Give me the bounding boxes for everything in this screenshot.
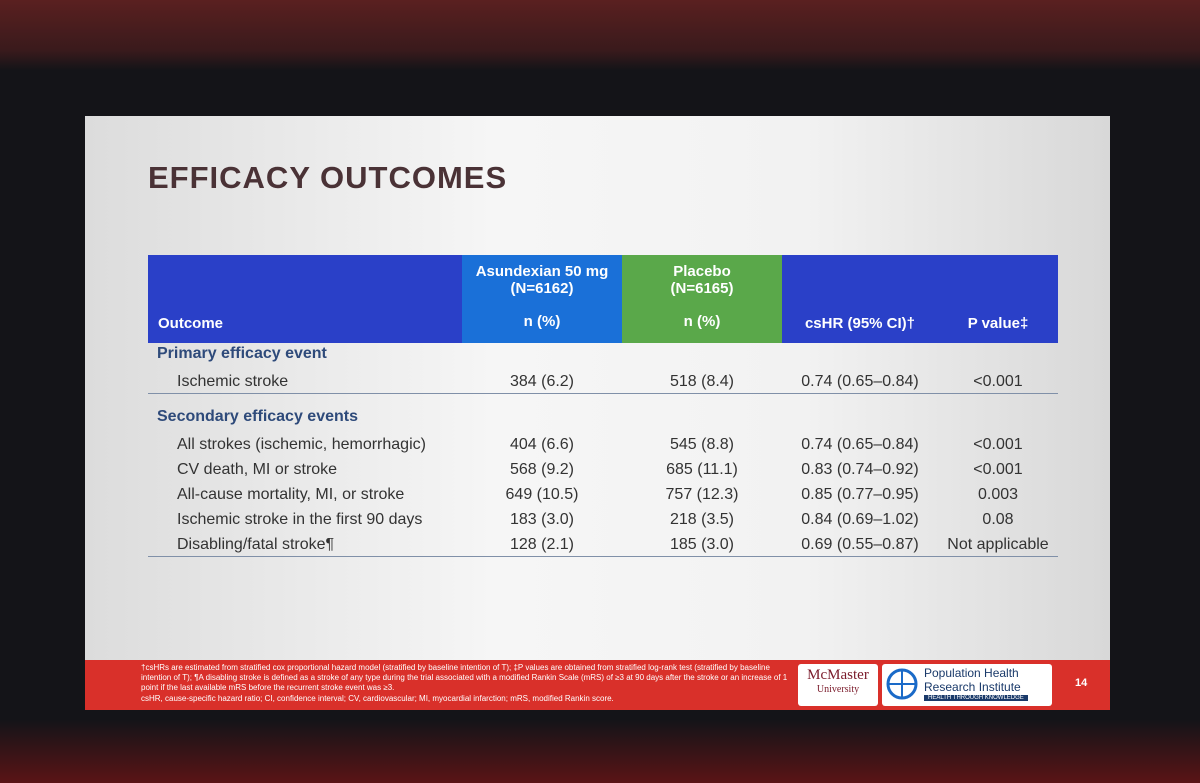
table-cell: 218 (3.5): [669, 511, 735, 528]
table-cell: Disabling/fatal stroke¶: [177, 536, 335, 553]
header-text: (N=6162): [510, 280, 574, 297]
table-cell: 568 (9.2): [509, 461, 575, 478]
table-cell: 518 (8.4): [669, 373, 735, 390]
slide: EFFICACY OUTCOMES Outcome Asundexian 50 …: [85, 116, 1110, 710]
table-cell: 0.83 (0.74–0.92): [801, 461, 919, 478]
logo-text: McMaster: [807, 667, 869, 683]
globe-icon: [886, 668, 918, 700]
table-cell: Not applicable: [947, 536, 1049, 553]
table-cell: 649 (10.5): [505, 486, 579, 503]
table-cell: 0.74 (0.65–0.84): [801, 436, 919, 453]
table-cell: 183 (3.0): [509, 511, 575, 528]
row-rule: [148, 556, 1058, 557]
footnote: †csHRs are estimated from stratified cox…: [141, 663, 788, 692]
logo-text: University: [816, 684, 860, 695]
table-cell: 0.85 (0.77–0.95): [801, 486, 919, 503]
header-text: P value‡: [967, 315, 1029, 332]
table-cell: 757 (12.3): [665, 486, 739, 503]
table-cell: 545 (8.8): [669, 436, 735, 453]
row-rule: [148, 393, 1058, 394]
header-text: Outcome: [158, 315, 224, 332]
logo-text: HEALTH THROUGH KNOWLEDGE: [924, 695, 1028, 701]
table-cell: <0.001: [973, 373, 1023, 390]
table-cell: 128 (2.1): [509, 536, 575, 553]
header-text: Asundexian 50 mg: [475, 263, 609, 280]
table-cell: Ischemic stroke in the first 90 days: [177, 511, 423, 528]
footnote: csHR, cause-specific hazard ratio; CI, c…: [141, 694, 614, 703]
header-text: Placebo: [673, 263, 731, 280]
table-cell: CV death, MI or stroke: [177, 461, 338, 478]
section-label: Primary efficacy event: [157, 345, 327, 362]
header-cell: csHR (95% CI)†: [782, 255, 938, 343]
table-cell: 0.69 (0.55–0.87): [801, 536, 919, 553]
page-number: 14: [1075, 677, 1088, 689]
header-text: (N=6165): [670, 280, 734, 297]
header-cell: Asundexian 50 mg (N=6162) n (%): [462, 255, 622, 343]
table-cell: 0.74 (0.65–0.84): [801, 373, 919, 390]
table-cell: 404 (6.6): [509, 436, 575, 453]
header-cell: P value‡: [938, 255, 1058, 343]
mcmaster-logo: McMaster University: [798, 664, 878, 706]
phri-logo: Population Health Research Institute HEA…: [882, 664, 1052, 706]
slide-title: EFFICACY OUTCOMES: [148, 160, 508, 195]
table-cell: <0.001: [973, 436, 1023, 453]
logo-text: Research Institute: [924, 680, 1021, 694]
header-text: csHR (95% CI)†: [804, 315, 916, 332]
header-cell: Placebo (N=6165) n (%): [622, 255, 782, 343]
table-cell: All-cause mortality, MI, or stroke: [177, 486, 405, 503]
table-cell: 185 (3.0): [669, 536, 735, 553]
footer: †csHRs are estimated from stratified cox…: [85, 660, 1110, 710]
table-cell: <0.001: [973, 461, 1023, 478]
logo-text: Population Health: [924, 666, 1019, 680]
table-cell: 384 (6.2): [509, 373, 575, 390]
table-cell: 685 (11.1): [666, 461, 738, 478]
section-label: Secondary efficacy events: [157, 408, 358, 425]
table-cell: 0.003: [977, 486, 1019, 503]
table-cell: 0.08: [982, 511, 1014, 528]
table-cell: 0.84 (0.69–1.02): [801, 511, 919, 528]
header-text: n (%): [683, 313, 721, 330]
header-text: n (%): [523, 313, 561, 330]
table-cell: All strokes (ischemic, hemorrhagic): [177, 436, 426, 453]
header-cell: Outcome: [148, 255, 462, 343]
table-cell: Ischemic stroke: [177, 373, 289, 390]
